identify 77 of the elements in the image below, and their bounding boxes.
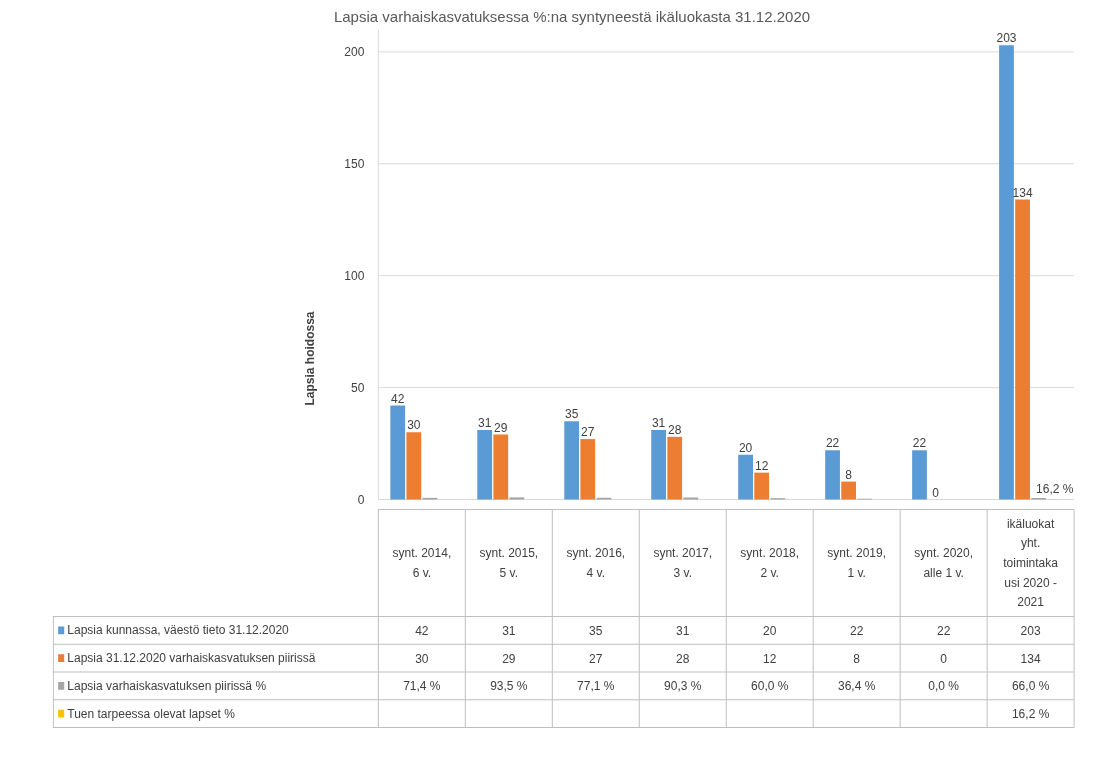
bar bbox=[651, 430, 667, 500]
text: 22 bbox=[912, 436, 927, 451]
data-label: 90,3 % bbox=[664, 678, 702, 693]
data-label: 27 bbox=[589, 651, 603, 666]
data-label: 31 bbox=[676, 623, 690, 638]
data-label: 60,0 % bbox=[751, 678, 789, 693]
y-tick-label: 50 bbox=[351, 381, 365, 396]
chart-title: Lapsia varhaiskasvatuksessa %:na syntyneestä ikäluokasta 31.12.2020 bbox=[333, 7, 811, 25]
y-tick-label: 100 bbox=[344, 269, 365, 284]
data-label: 28 bbox=[676, 651, 690, 666]
x-tick-label: synt. 2014, 6 v. bbox=[392, 546, 452, 580]
data-label: 8 bbox=[853, 651, 861, 666]
data-label: 0,0 % bbox=[928, 678, 960, 693]
data-label: 71,4 % bbox=[403, 678, 441, 693]
y-axis-title: Lapsia hoidossa bbox=[303, 311, 318, 406]
legend-label: Tuen tarpeessa olevat lapset % bbox=[67, 706, 236, 721]
text: 0 bbox=[932, 485, 939, 500]
bar bbox=[912, 450, 927, 500]
text: 31 bbox=[651, 416, 666, 431]
text: 35 bbox=[564, 407, 579, 422]
data-label: 22 bbox=[850, 623, 864, 638]
legend-label: Lapsia 31.12.2020 varhaiskasvatuksen piirissä bbox=[67, 651, 316, 666]
text: 30 bbox=[407, 418, 421, 433]
text: 29 bbox=[494, 420, 508, 435]
data-label: 77,1 % bbox=[577, 678, 615, 693]
bar bbox=[406, 432, 422, 500]
bar bbox=[493, 434, 509, 500]
data-label: 93,5 % bbox=[490, 678, 528, 693]
data-label: 0 bbox=[940, 651, 948, 666]
y-tick-label: 150 bbox=[344, 157, 365, 172]
x-tick-label: synt. 2016, 4 v. bbox=[566, 546, 626, 580]
text: 8 bbox=[845, 467, 852, 482]
bar bbox=[841, 481, 857, 500]
data-label: 35 bbox=[589, 623, 603, 638]
bar bbox=[683, 497, 699, 500]
x-tick-label: synt. 2018, 2 v. bbox=[740, 546, 800, 580]
text: 31 bbox=[478, 416, 492, 431]
text: 42 bbox=[391, 391, 405, 406]
bar bbox=[580, 439, 596, 500]
data-label: 203 bbox=[1020, 623, 1041, 638]
x-tick-label: synt. 2019, 1 v. bbox=[827, 546, 887, 580]
x-tick-label: synt. 2020, alle 1 v. bbox=[914, 546, 974, 580]
data-label: 12 bbox=[763, 651, 777, 666]
x-tick-label: synt. 2017, 3 v. bbox=[653, 546, 713, 580]
text: 16,2 % bbox=[1011, 706, 1050, 721]
data-label: 16,2 % bbox=[1036, 482, 1074, 497]
bar bbox=[738, 454, 753, 500]
y-tick-label: 0 bbox=[357, 493, 365, 507]
data-label: 30 bbox=[415, 651, 429, 666]
bar bbox=[1015, 199, 1030, 500]
text: 20 bbox=[738, 440, 753, 455]
data-label: 22 bbox=[936, 623, 951, 638]
text: 22 bbox=[825, 436, 840, 451]
data-label: 134 bbox=[1020, 651, 1041, 666]
legend-label: Lapsia kunnassa, väestö tieto 31.12.2020 bbox=[67, 623, 290, 638]
data-label: 42 bbox=[415, 623, 429, 638]
bar bbox=[390, 405, 406, 500]
text: 28 bbox=[668, 422, 682, 437]
text: 27 bbox=[581, 425, 595, 440]
bar bbox=[667, 436, 683, 500]
y-tick-label: 200 bbox=[344, 45, 365, 60]
bar bbox=[477, 430, 493, 500]
bar bbox=[825, 450, 840, 500]
bar bbox=[999, 45, 1014, 500]
data-label: 31 bbox=[502, 623, 516, 638]
x-tick-label: ikäluokat yht. toimintakausi 2020 - 2021 bbox=[1003, 516, 1059, 610]
data-label: 20 bbox=[763, 623, 777, 638]
bar bbox=[754, 472, 770, 500]
text: 203 bbox=[996, 31, 1017, 46]
legend-label: Lapsia varhaiskasvatuksen piirissä % bbox=[67, 678, 267, 693]
bar bbox=[564, 421, 580, 500]
data-label: 36,4 % bbox=[838, 678, 876, 693]
bar bbox=[509, 497, 525, 500]
data-label: 66,0 % bbox=[1011, 678, 1050, 693]
text: 12 bbox=[755, 458, 769, 473]
data-label: 29 bbox=[502, 651, 516, 666]
x-tick-label: synt. 2015, 5 v. bbox=[479, 546, 539, 580]
